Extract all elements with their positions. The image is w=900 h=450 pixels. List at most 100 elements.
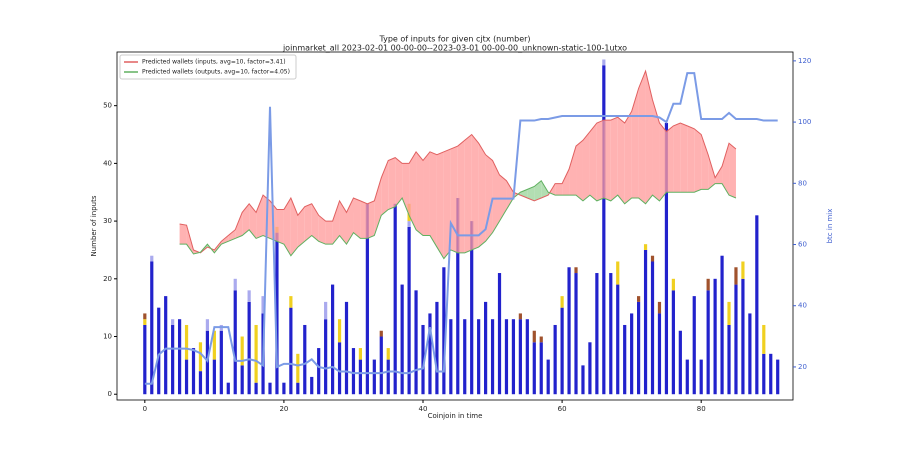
bar-segment: [741, 278, 745, 395]
x-tick-label: 60: [558, 405, 567, 413]
wallet-fill: [395, 157, 403, 207]
y-tick-label: 20: [103, 275, 112, 283]
bar-segment: [623, 324, 627, 395]
bar-segment: [150, 255, 154, 262]
wallet-fill: [249, 203, 257, 239]
y-tick-label: 50: [103, 102, 112, 110]
bar-segment: [734, 284, 738, 395]
bar-segment: [310, 376, 314, 395]
y2-tick-label: 100: [798, 118, 811, 126]
wallet-fill: [729, 143, 736, 199]
bar-segment: [296, 382, 300, 395]
wallet-fill: [423, 151, 430, 236]
wallet-fill: [555, 183, 563, 196]
bar-segment: [470, 221, 474, 395]
bar-segment: [212, 330, 216, 360]
bar-segment: [762, 353, 766, 395]
wallet-fill: [534, 180, 542, 201]
bar-segment: [748, 313, 752, 395]
bar-segment: [539, 342, 543, 395]
bar-segment: [741, 261, 745, 279]
y2-tick-label: 60: [798, 241, 807, 249]
wallet-fill: [715, 166, 723, 184]
y2-axis-label: btc in mix: [826, 209, 834, 244]
bar-segment: [657, 313, 662, 395]
wallet-fill: [290, 198, 298, 256]
bar-segment: [574, 273, 578, 395]
bar-segment: [372, 359, 376, 395]
bar-segment: [344, 301, 349, 395]
bar-segment: [351, 348, 356, 395]
wallet-fill: [228, 229, 236, 242]
wallet-fill: [409, 151, 417, 230]
bar-segment: [254, 324, 258, 383]
wallet-fill: [680, 122, 688, 193]
bar-segment: [727, 301, 731, 325]
bar-segment: [296, 353, 300, 383]
bar-segment: [643, 244, 648, 250]
chart-subtitle: joinmarket_all 2023-02-01 00-00-00--2023…: [282, 44, 627, 53]
bar-segment: [706, 278, 710, 291]
bar-segment: [247, 290, 251, 302]
bar-segment: [678, 330, 682, 395]
bar-segment: [393, 203, 397, 395]
wallet-fill: [562, 169, 570, 196]
bar-segment: [184, 359, 189, 395]
bar-segment: [282, 382, 286, 395]
wallet-fill: [297, 206, 305, 248]
bar-segment: [664, 122, 669, 395]
wallet-line: [179, 179, 737, 260]
bar-segment: [685, 359, 689, 395]
bar-segment: [379, 336, 383, 395]
bar-segment: [560, 307, 564, 395]
bar-segment: [477, 319, 481, 395]
bar-segment: [650, 261, 655, 395]
wallet-fill: [478, 143, 486, 248]
bar-segment: [616, 261, 620, 285]
plot-frame: [116, 51, 794, 401]
bar-segment: [177, 319, 182, 395]
bar-segment: [518, 313, 522, 320]
bar-segment: [567, 267, 571, 395]
bar-segment: [532, 330, 536, 343]
wallet-fill: [416, 151, 424, 236]
bar-segment: [734, 267, 738, 285]
wallet-fill: [673, 122, 681, 193]
wallet-fill: [701, 134, 709, 190]
chart-title: Type of inputs for given cjtx (number): [378, 35, 530, 44]
bar-segment: [602, 59, 606, 66]
wallet-fill: [506, 180, 514, 210]
bar-segment: [637, 301, 641, 395]
bar-segment: [386, 359, 390, 395]
wallet-fill: [374, 177, 382, 236]
bar-segment: [762, 324, 766, 354]
bar-segment: [490, 319, 495, 395]
x-tick-label: 40: [419, 405, 428, 413]
x-tick-label: 20: [279, 405, 288, 413]
bar-segment: [150, 261, 154, 395]
wallet-fill: [492, 160, 500, 233]
bar-segment: [484, 301, 488, 395]
bar-segment: [407, 226, 411, 395]
bar-segment: [421, 324, 425, 395]
wallet-fill: [388, 157, 396, 210]
bar-segment: [191, 348, 196, 395]
bar-segment: [337, 319, 342, 343]
wallet-fill: [631, 88, 639, 199]
wallet-fill: [576, 140, 583, 201]
wallet-fill: [610, 117, 618, 201]
wallet-fill: [332, 200, 340, 245]
bar-segment: [247, 301, 251, 395]
bar-segment: [727, 324, 731, 395]
bar-segment: [261, 296, 265, 314]
wallet-fill: [436, 151, 444, 259]
wallet-fill: [652, 99, 660, 201]
wallet-fill: [256, 195, 264, 239]
bar-segment: [171, 319, 175, 325]
wallet-fill: [569, 146, 577, 196]
bar-segment: [518, 319, 522, 395]
bar-segment: [602, 65, 606, 395]
wallet-fill: [617, 117, 625, 204]
bar-segment: [456, 198, 460, 395]
bar-segment: [233, 290, 237, 395]
